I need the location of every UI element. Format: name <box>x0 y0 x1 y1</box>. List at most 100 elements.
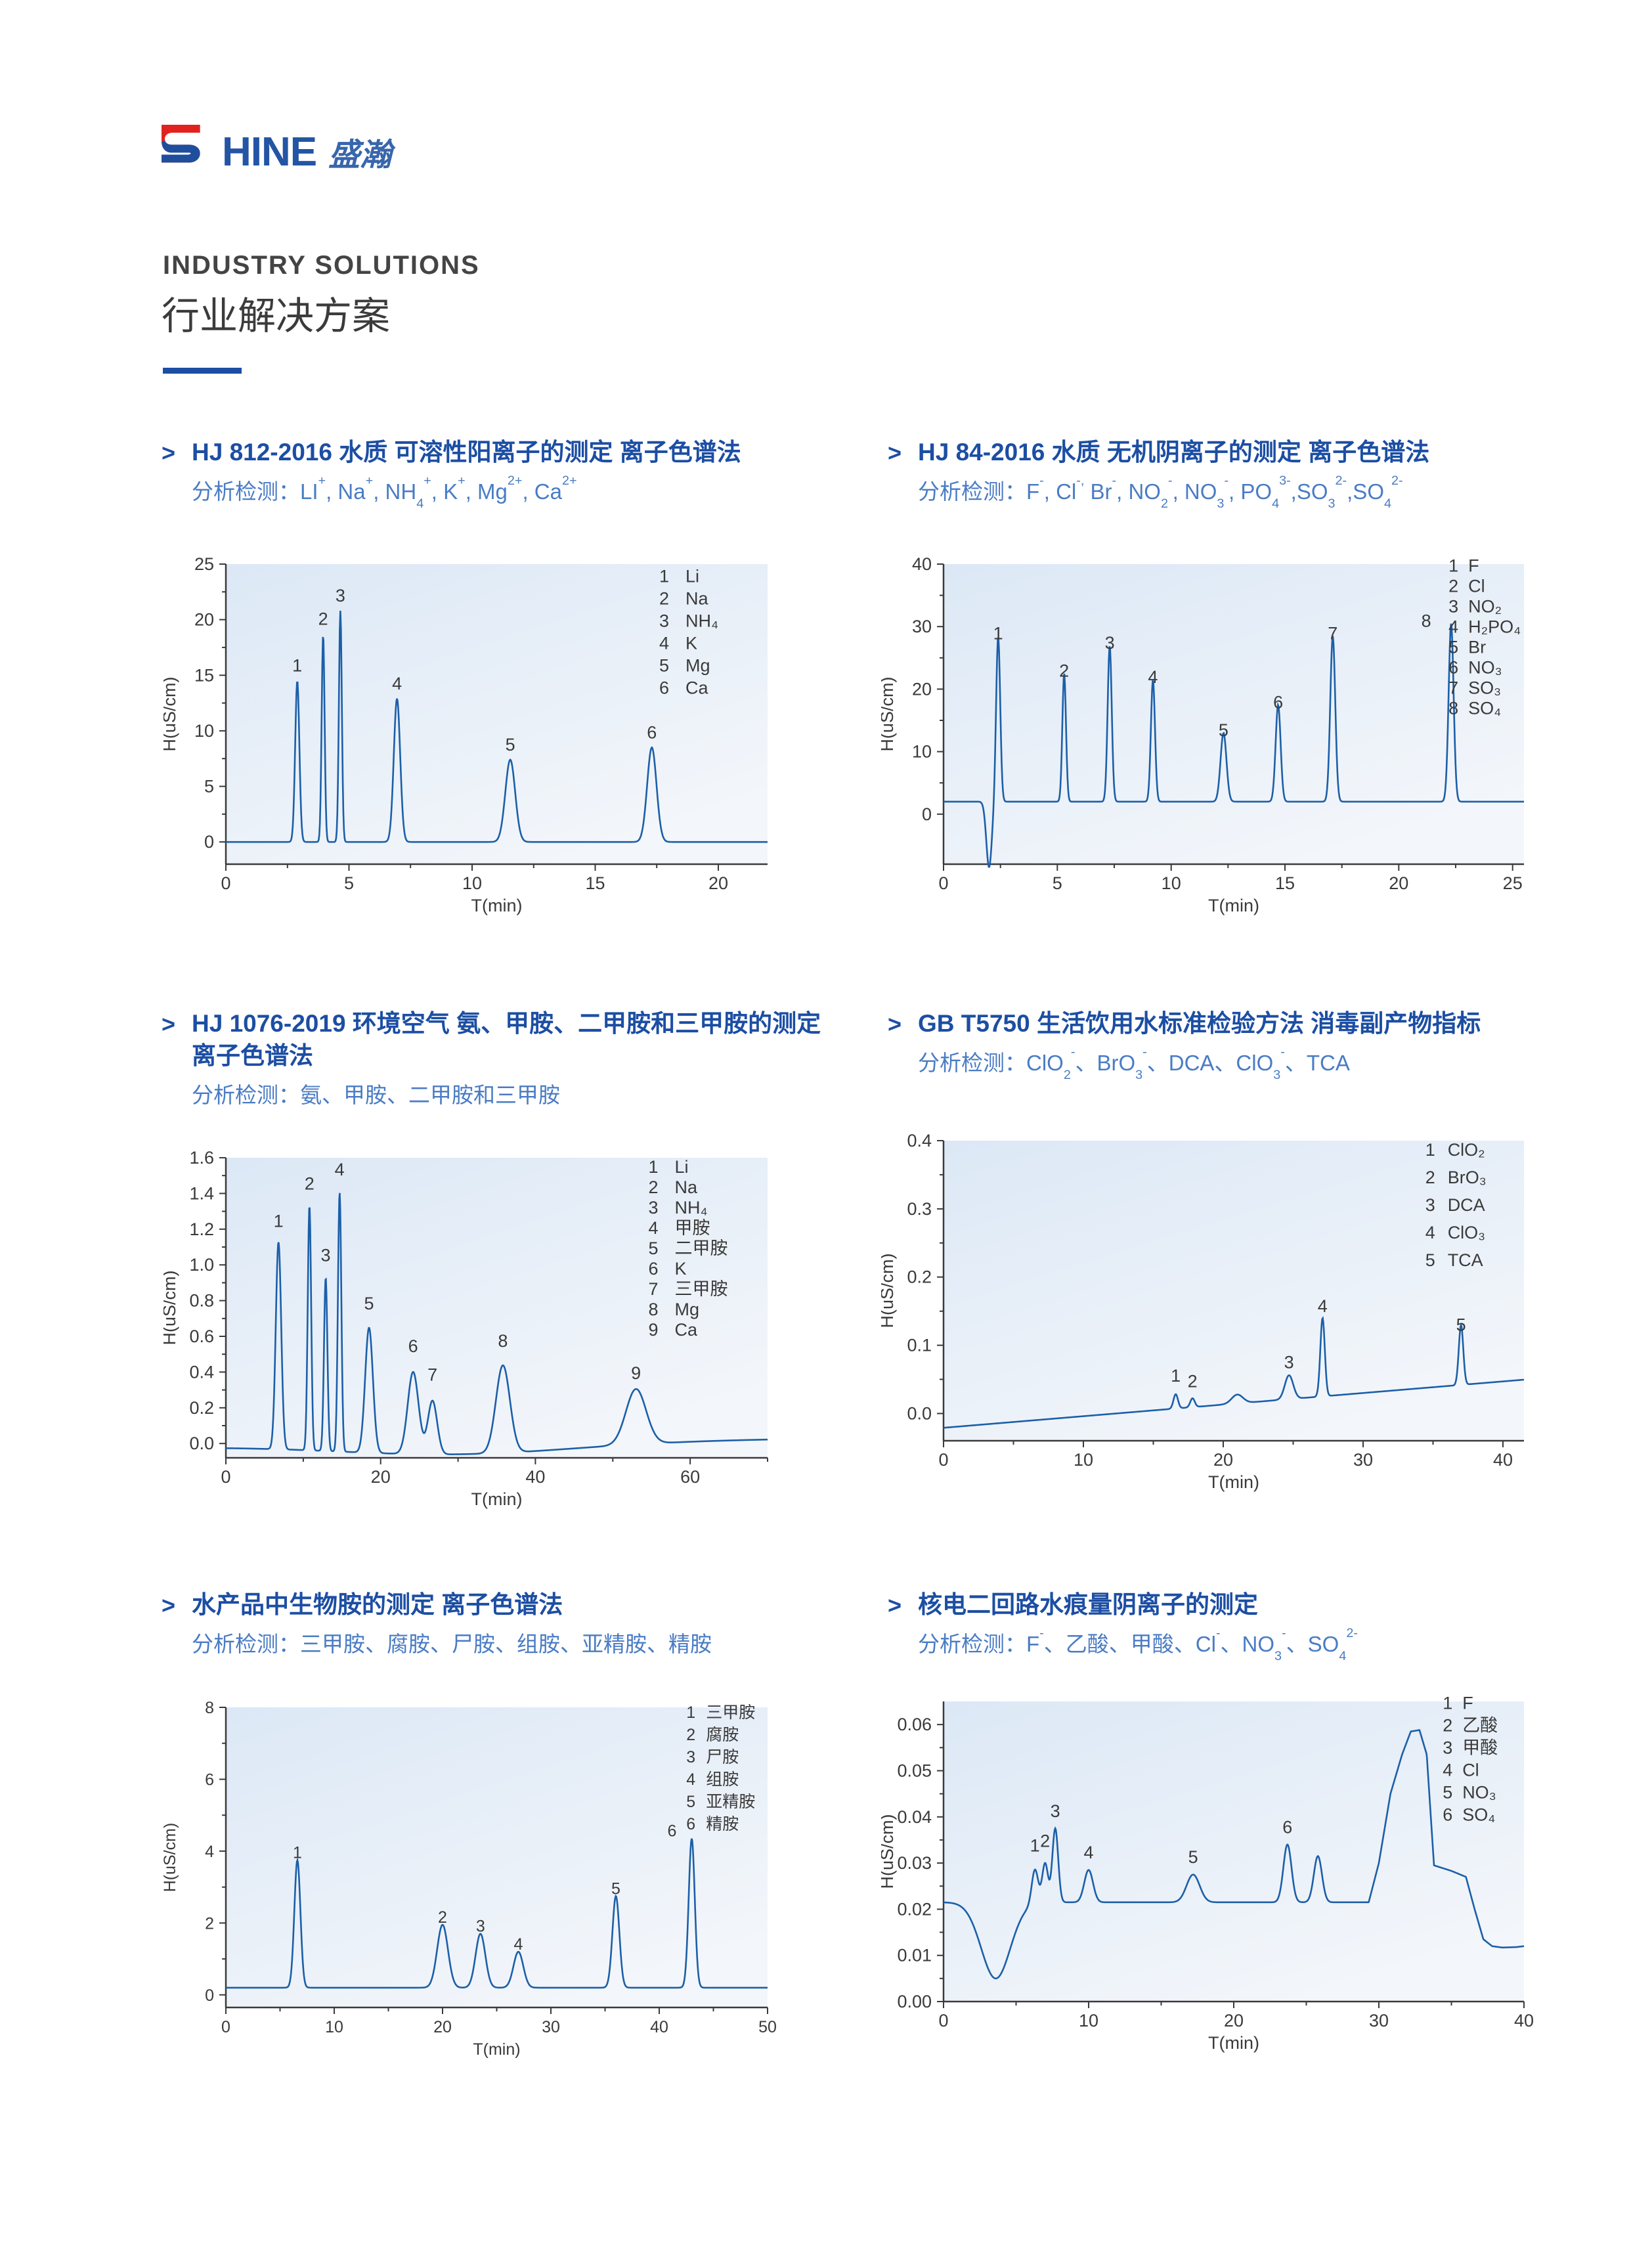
svg-text:3: 3 <box>336 586 345 605</box>
svg-text:T(min): T(min) <box>1208 1472 1259 1492</box>
svg-text:6: 6 <box>408 1336 418 1356</box>
svg-text:20: 20 <box>194 610 214 630</box>
svg-text:6: 6 <box>1448 657 1458 677</box>
svg-text:0.06: 0.06 <box>897 1715 932 1734</box>
svg-text:10: 10 <box>1162 873 1181 893</box>
svg-text:H(uS/cm): H(uS/cm) <box>881 1814 897 1889</box>
svg-text:0.4: 0.4 <box>907 1134 932 1150</box>
svg-text:T(min): T(min) <box>471 896 523 915</box>
svg-text:1.2: 1.2 <box>189 1219 214 1239</box>
svg-text:10: 10 <box>912 742 932 762</box>
svg-text:25: 25 <box>1503 873 1523 893</box>
svg-text:0.04: 0.04 <box>897 1807 932 1827</box>
svg-text:30: 30 <box>1369 2011 1389 2030</box>
svg-text:1.4: 1.4 <box>189 1183 214 1203</box>
svg-text:10: 10 <box>194 721 214 741</box>
svg-text:4: 4 <box>1425 1223 1435 1242</box>
svg-text:0.0: 0.0 <box>189 1434 214 1453</box>
svg-text:0.3: 0.3 <box>907 1199 932 1219</box>
svg-text:15: 15 <box>194 665 214 685</box>
svg-text:10: 10 <box>1074 1450 1093 1470</box>
svg-text:7: 7 <box>1328 624 1337 644</box>
svg-text:6: 6 <box>686 1815 695 1833</box>
svg-text:2: 2 <box>438 1908 447 1927</box>
svg-text:2: 2 <box>1425 1168 1435 1187</box>
svg-text:1: 1 <box>686 1703 695 1722</box>
svg-text:Mg: Mg <box>685 655 710 675</box>
svg-text:5: 5 <box>204 777 214 797</box>
svg-text:1: 1 <box>1030 1836 1040 1856</box>
svg-text:0: 0 <box>938 873 948 893</box>
svg-text:40: 40 <box>912 558 932 574</box>
svg-text:1: 1 <box>659 566 669 586</box>
svg-text:5: 5 <box>1456 1315 1466 1334</box>
svg-text:5: 5 <box>649 1238 659 1258</box>
svg-text:SO₃: SO₃ <box>1468 678 1501 697</box>
svg-text:2: 2 <box>318 609 328 629</box>
svg-text:Li: Li <box>685 566 699 586</box>
svg-text:3: 3 <box>649 1198 659 1217</box>
svg-text:0.2: 0.2 <box>189 1398 214 1418</box>
svg-text:2: 2 <box>649 1177 659 1197</box>
svg-text:T(min): T(min) <box>1208 896 1259 915</box>
svg-text:TCA: TCA <box>1448 1250 1483 1270</box>
svg-text:NO₂: NO₂ <box>1468 596 1502 616</box>
svg-text:NO₃: NO₃ <box>1462 1782 1496 1802</box>
svg-text:5: 5 <box>686 1793 695 1811</box>
svg-text:3: 3 <box>1051 1801 1060 1821</box>
svg-text:二甲胺: 二甲胺 <box>675 1238 728 1258</box>
svg-text:20: 20 <box>371 1467 391 1487</box>
svg-text:3: 3 <box>1284 1352 1294 1372</box>
svg-text:40: 40 <box>1493 1450 1513 1470</box>
svg-text:5: 5 <box>1053 873 1062 893</box>
svg-text:6: 6 <box>659 678 669 697</box>
svg-text:20: 20 <box>433 2018 452 2036</box>
svg-text:3: 3 <box>320 1245 330 1265</box>
svg-text:7: 7 <box>1448 678 1458 697</box>
svg-text:0: 0 <box>221 873 230 893</box>
svg-text:1: 1 <box>649 1157 659 1177</box>
svg-text:0: 0 <box>938 1450 948 1470</box>
svg-text:NH₄: NH₄ <box>685 611 718 630</box>
svg-text:3: 3 <box>686 1748 695 1766</box>
svg-text:8: 8 <box>649 1300 659 1319</box>
svg-text:4: 4 <box>1083 1843 1093 1862</box>
svg-text:30: 30 <box>912 617 932 636</box>
svg-text:F: F <box>1468 558 1479 575</box>
svg-text:0.6: 0.6 <box>189 1326 214 1346</box>
svg-text:H(uS/cm): H(uS/cm) <box>881 1254 897 1328</box>
svg-text:0.8: 0.8 <box>189 1291 214 1311</box>
svg-text:0.0: 0.0 <box>907 1404 932 1424</box>
svg-text:组胺: 组胺 <box>706 1770 739 1789</box>
svg-text:1: 1 <box>292 656 302 676</box>
svg-text:30: 30 <box>1353 1450 1373 1470</box>
svg-text:0: 0 <box>205 1986 214 2005</box>
svg-text:F: F <box>1462 1695 1473 1713</box>
svg-text:6: 6 <box>1443 1805 1452 1824</box>
svg-text:3: 3 <box>1105 633 1115 653</box>
svg-text:5: 5 <box>1443 1782 1452 1802</box>
svg-text:40: 40 <box>650 2018 668 2036</box>
svg-text:SO₄: SO₄ <box>1468 698 1501 718</box>
svg-text:4: 4 <box>335 1160 345 1179</box>
svg-text:腐胺: 腐胺 <box>706 1726 739 1744</box>
svg-text:8: 8 <box>498 1331 508 1351</box>
svg-text:8: 8 <box>205 1701 214 1717</box>
svg-text:乙酸: 乙酸 <box>1462 1715 1498 1735</box>
svg-text:1: 1 <box>293 1844 302 1862</box>
svg-text:5: 5 <box>659 655 669 675</box>
svg-text:Ca: Ca <box>675 1320 698 1340</box>
svg-text:40: 40 <box>1514 2011 1534 2030</box>
svg-text:Na: Na <box>685 588 708 608</box>
svg-text:Li: Li <box>675 1157 689 1177</box>
svg-text:4: 4 <box>649 1218 659 1238</box>
svg-text:1: 1 <box>993 624 1003 644</box>
svg-text:0: 0 <box>938 2011 948 2030</box>
svg-text:Na: Na <box>675 1177 698 1197</box>
svg-text:0: 0 <box>221 2018 230 2036</box>
svg-text:甲胺: 甲胺 <box>675 1218 710 1238</box>
svg-text:30: 30 <box>542 2018 560 2036</box>
svg-text:Br: Br <box>1468 637 1486 657</box>
svg-text:6: 6 <box>1273 692 1283 712</box>
svg-text:5: 5 <box>364 1294 374 1313</box>
